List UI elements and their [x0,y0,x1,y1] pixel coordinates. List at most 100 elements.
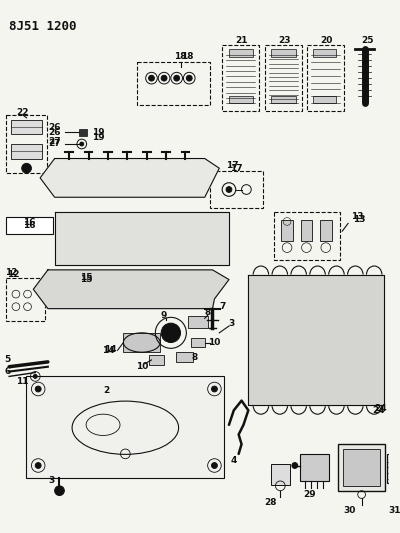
Circle shape [371,377,377,383]
Text: 19: 19 [92,128,104,137]
Circle shape [255,329,261,335]
Circle shape [338,329,344,335]
Circle shape [371,281,377,287]
Polygon shape [40,158,219,197]
Circle shape [338,377,344,383]
Circle shape [255,393,261,399]
Circle shape [338,361,344,367]
Bar [210,171,263,208]
Text: 8: 8 [192,352,198,361]
Circle shape [305,345,311,351]
Circle shape [355,297,360,303]
Circle shape [338,297,344,303]
Text: 2: 2 [103,386,109,395]
Circle shape [33,375,37,378]
Circle shape [272,313,278,319]
Circle shape [305,297,311,303]
Circle shape [305,393,311,399]
Text: 18: 18 [174,52,187,61]
Bar [338,444,385,491]
Text: 23: 23 [278,36,290,45]
Text: 17: 17 [230,164,243,173]
Circle shape [255,297,261,303]
Bar [6,115,47,173]
Bar [6,216,53,234]
Circle shape [305,361,311,367]
Circle shape [292,463,298,469]
Circle shape [322,393,327,399]
Circle shape [288,313,294,319]
Text: 13: 13 [352,212,364,221]
Text: 31: 31 [388,505,400,514]
Circle shape [355,377,360,383]
Text: 20: 20 [320,36,333,45]
Circle shape [322,361,327,367]
Circle shape [255,361,261,367]
Circle shape [148,75,154,81]
Circle shape [212,463,217,469]
Bar [270,49,296,57]
Text: 4: 4 [231,456,237,465]
Circle shape [322,297,327,303]
Text: 14: 14 [102,346,114,355]
Text: 17: 17 [226,161,238,170]
Bar [300,454,329,481]
Bar [191,338,205,348]
Bar [229,95,253,103]
Circle shape [355,313,360,319]
Bar [270,95,296,103]
Polygon shape [248,274,384,406]
Circle shape [371,313,377,319]
Circle shape [371,297,377,303]
Circle shape [371,393,377,399]
Text: 16: 16 [23,218,36,227]
Circle shape [174,75,180,81]
Circle shape [305,329,311,335]
Bar [281,220,293,241]
Circle shape [22,164,32,173]
Text: 10: 10 [136,362,148,371]
Circle shape [338,313,344,319]
Text: 5: 5 [4,356,10,365]
Circle shape [80,142,84,146]
Circle shape [288,377,294,383]
Text: 18: 18 [181,52,194,61]
Bar [222,45,259,111]
Text: 10: 10 [208,338,221,347]
Circle shape [161,75,167,81]
Bar [313,49,336,57]
Text: 8: 8 [204,308,211,317]
Bar [301,220,312,241]
Circle shape [288,297,294,303]
Polygon shape [55,212,229,265]
Bar [137,62,210,105]
Bar [176,352,193,362]
Text: 12: 12 [7,270,19,279]
Text: 3: 3 [49,475,55,484]
Circle shape [305,377,311,383]
Circle shape [35,463,41,469]
Circle shape [226,187,232,192]
Circle shape [322,281,327,287]
Circle shape [355,281,360,287]
Circle shape [272,393,278,399]
Text: 24: 24 [373,406,385,415]
Bar [188,317,208,328]
Text: 12: 12 [5,268,17,277]
Circle shape [35,386,41,392]
Text: 30: 30 [344,505,356,514]
Bar [79,128,87,136]
Text: 9: 9 [161,311,167,320]
Bar [313,95,336,103]
Circle shape [272,297,278,303]
Circle shape [288,361,294,367]
Text: 13: 13 [354,215,366,224]
Circle shape [288,281,294,287]
Text: 29: 29 [303,490,316,499]
Circle shape [322,329,327,335]
Circle shape [272,345,278,351]
Bar [387,454,400,483]
Circle shape [161,323,180,343]
Circle shape [272,361,278,367]
Bar [265,45,302,111]
